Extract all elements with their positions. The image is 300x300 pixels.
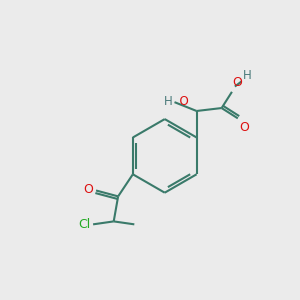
- Text: H: H: [243, 69, 252, 82]
- Text: Cl: Cl: [79, 218, 91, 231]
- Text: O: O: [83, 182, 93, 196]
- Text: O: O: [232, 76, 242, 89]
- Text: H: H: [164, 95, 172, 108]
- Text: O: O: [239, 121, 249, 134]
- Text: O: O: [172, 95, 189, 108]
